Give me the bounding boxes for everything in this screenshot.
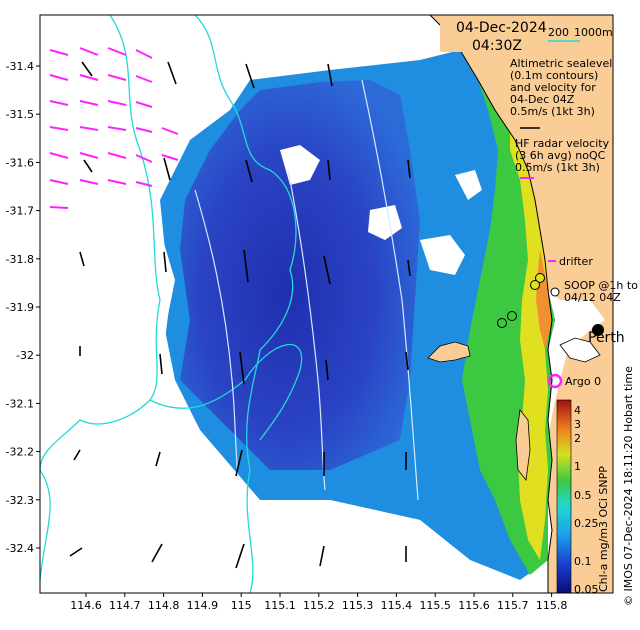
- colorbar: [556, 399, 572, 594]
- hf-line-2: (3 6h avg) noQC: [515, 149, 606, 162]
- y-tick-label: -32.4: [6, 542, 34, 555]
- altimetric-line-1: Altimetric sealevel: [510, 57, 612, 70]
- colorbar-tick-label: 4: [574, 404, 581, 417]
- x-tick-label: 115.4: [381, 599, 413, 612]
- x-tick-label: 114.7: [109, 599, 141, 612]
- y-tick-label: -31.4: [6, 60, 34, 73]
- garden-island: [515, 409, 531, 481]
- colorbar-tick-label: 0.05: [574, 583, 599, 596]
- isobath-contours: [40, 15, 303, 593]
- hf-radar-arrows: [49, 47, 556, 262]
- time-label: 04:30Z: [472, 38, 522, 54]
- colorbar-tick-label: 0.1: [574, 555, 592, 568]
- x-tick-label: 115: [231, 599, 252, 612]
- x-tick-label: 114.6: [70, 599, 102, 612]
- x-tick-label: 115.2: [303, 599, 335, 612]
- x-tick-label: 115.5: [419, 599, 451, 612]
- y-tick-label: -32.3: [6, 494, 34, 507]
- colorbar-tick-label: 0.5: [574, 489, 592, 502]
- y-axis: -31.4 -31.5 -31.6 -31.7 -31.8 -31.9 -32 -32.1 -3…: [6, 60, 40, 555]
- soop-line-2: 04/12 04Z: [564, 291, 621, 304]
- altimetric-note: Altimetric sealevel (0.1m contours) and …: [510, 57, 612, 129]
- x-tick-label: 114.9: [187, 599, 219, 612]
- swan-river: [559, 337, 601, 363]
- drifter-label: drifter: [559, 255, 593, 268]
- depth-1000-label: 1000m: [574, 26, 613, 39]
- x-tick-label: 114.8: [148, 599, 180, 612]
- y-tick-label: -31.8: [6, 253, 34, 266]
- y-tick-label: -32.2: [6, 446, 34, 459]
- colorbar-tick-label: 3: [574, 418, 581, 431]
- y-tick-label: -31.9: [6, 301, 34, 314]
- perth-marker: [592, 324, 604, 336]
- x-tick-label: 115.8: [536, 599, 568, 612]
- altimetry-arrows: [69, 61, 411, 569]
- coastline: [429, 15, 553, 593]
- depth-200-label: 200: [548, 26, 569, 39]
- altimetric-line-4: 04-Dec 04Z: [510, 93, 575, 106]
- hf-line-3: 0.5m/s (1kt 3h): [515, 161, 600, 174]
- date-label: 04-Dec-2024: [456, 20, 547, 36]
- colorbar-tick-label: 0.25: [574, 517, 599, 530]
- soop-line-1: SOOP @1h to: [564, 279, 638, 292]
- y-tick-label: -31.5: [6, 108, 34, 121]
- altimetric-line-3: and velocity for: [510, 81, 596, 94]
- y-tick-label: -32.1: [6, 397, 34, 410]
- altimetric-line-5: 0.5m/s (1kt 3h): [510, 105, 595, 118]
- colorbar-tick-label: 2: [574, 432, 581, 445]
- y-tick-label: -31.7: [6, 205, 34, 218]
- sealevel-contours: [194, 79, 419, 501]
- argo-label: Argo 0: [565, 375, 601, 388]
- soop-track: [497, 273, 560, 328]
- x-tick-label: 115.7: [497, 599, 529, 612]
- x-axis: 114.6 114.7 114.8 114.9 115 115.1 115.2 115.3 11…: [70, 593, 567, 612]
- x-tick-label: 115.1: [264, 599, 296, 612]
- chl-deep-blue: [180, 80, 420, 470]
- colorbar-ticks: 432 1 0.5 0.25 0.1 0.05: [574, 404, 599, 596]
- credit-label: © IMOS 07-Dec-2024 18:11:20 Hobart time: [622, 366, 635, 606]
- colorbar-title: Chl-a mg/m3 OCi SNPP: [597, 466, 610, 592]
- header-box: [440, 17, 610, 52]
- plot-frame: [39, 14, 614, 594]
- colorbar-tick-label: 1: [574, 460, 581, 473]
- altimetric-line-2: (0.1m contours): [510, 69, 598, 82]
- y-tick-label: -32: [16, 349, 34, 362]
- rottnest-island: [427, 341, 471, 363]
- cloud-gaps: [40, 15, 548, 593]
- x-tick-label: 115.6: [458, 599, 490, 612]
- perth-label: Perth: [588, 330, 625, 346]
- hf-line-1: HF radar velocity: [515, 137, 610, 150]
- argo-marker: [547, 373, 563, 389]
- hf-radar-note: HF radar velocity (3 6h avg) noQC 0.5m/s…: [515, 137, 610, 179]
- x-tick-label: 115.3: [342, 599, 374, 612]
- y-tick-label: -31.6: [6, 156, 34, 169]
